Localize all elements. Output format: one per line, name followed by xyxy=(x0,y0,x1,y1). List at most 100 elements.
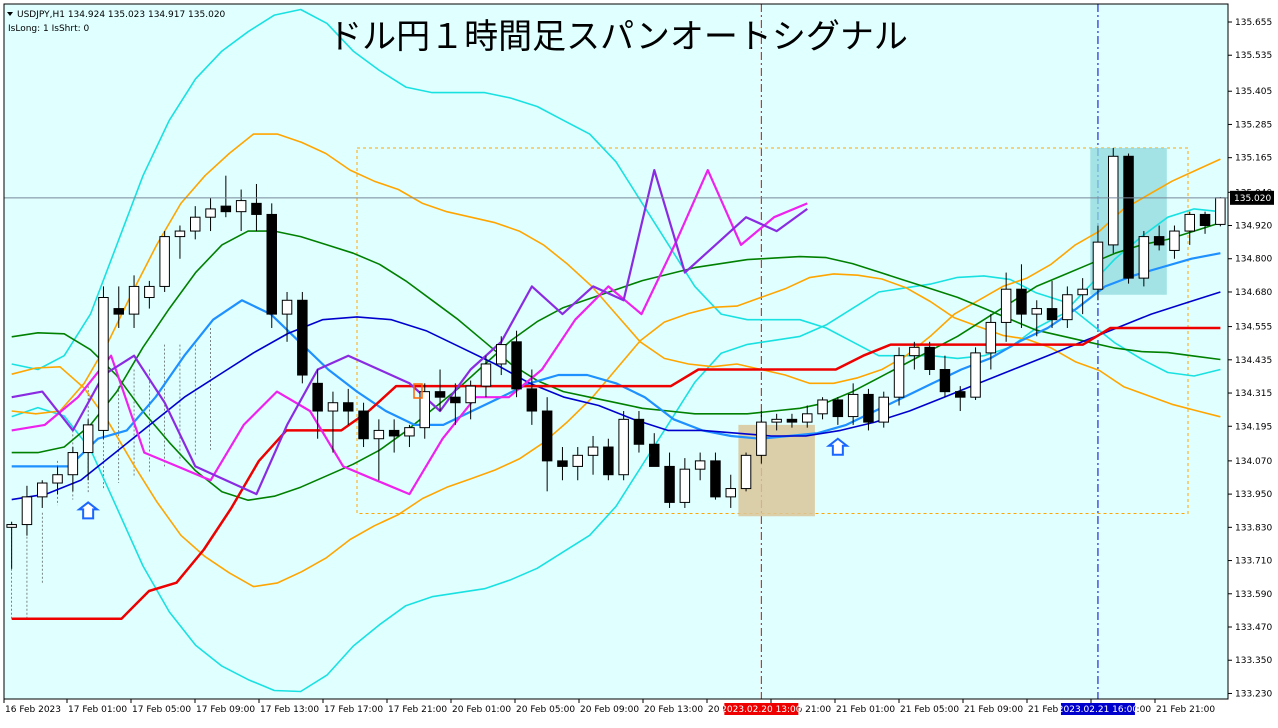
candle[interactable] xyxy=(450,396,461,404)
x-tick-label: 21 Feb 01:00 xyxy=(836,705,895,715)
x-tick-label: 20 Feb 05:00 xyxy=(516,705,575,715)
candle[interactable] xyxy=(1138,236,1150,279)
candle[interactable] xyxy=(939,368,951,393)
candle[interactable] xyxy=(373,429,385,440)
candle[interactable] xyxy=(358,410,369,440)
candle[interactable] xyxy=(159,236,170,287)
candle[interactable] xyxy=(266,213,277,315)
candle[interactable] xyxy=(1153,236,1165,246)
candle[interactable] xyxy=(1000,288,1012,323)
candle[interactable] xyxy=(710,460,721,498)
candle[interactable] xyxy=(1215,197,1226,225)
candle[interactable] xyxy=(970,352,981,398)
candle[interactable] xyxy=(985,321,997,354)
y-tick-label: 133.470 xyxy=(1235,623,1272,633)
candle[interactable] xyxy=(817,399,828,415)
candle[interactable] xyxy=(847,393,859,418)
candle[interactable] xyxy=(740,454,752,490)
candle[interactable] xyxy=(1092,241,1104,290)
candle[interactable] xyxy=(802,413,813,423)
candle[interactable] xyxy=(190,216,201,232)
candle[interactable] xyxy=(251,202,262,215)
candle[interactable] xyxy=(496,344,507,365)
candle[interactable] xyxy=(480,363,492,387)
candle[interactable] xyxy=(694,460,706,470)
time-marker-label: 2023.02.21 16:00 xyxy=(1058,705,1139,715)
candle[interactable] xyxy=(664,465,675,503)
last-price-badge xyxy=(1230,190,1274,205)
candle[interactable] xyxy=(21,496,33,526)
candle[interactable] xyxy=(725,488,736,498)
candle[interactable] xyxy=(281,299,293,315)
buy-arrow-icon xyxy=(76,501,101,520)
candle[interactable] xyxy=(633,418,645,445)
last-price-label: 135.020 xyxy=(1234,194,1271,204)
y-tick-label: 135.535 xyxy=(1235,51,1272,61)
candle[interactable] xyxy=(174,230,186,238)
time-marker-badge xyxy=(724,703,799,715)
candle[interactable] xyxy=(205,208,216,218)
candle[interactable] xyxy=(113,308,124,315)
y-tick-label: 133.710 xyxy=(1235,557,1272,567)
candle[interactable] xyxy=(6,524,17,528)
candle[interactable] xyxy=(618,418,629,476)
candle[interactable] xyxy=(786,418,798,423)
candle[interactable] xyxy=(419,391,430,429)
candle[interactable] xyxy=(511,341,522,390)
candle[interactable] xyxy=(67,452,79,476)
x-tick-label: 20 Feb 09:00 xyxy=(580,705,639,715)
y-tick-label: 133.830 xyxy=(1235,523,1272,533)
candle[interactable] xyxy=(679,468,691,503)
candle[interactable] xyxy=(924,346,935,370)
candle[interactable] xyxy=(1077,288,1088,296)
candle[interactable] xyxy=(955,391,966,398)
y-tick-label: 134.920 xyxy=(1235,222,1272,232)
candle[interactable] xyxy=(327,402,339,412)
candle[interactable] xyxy=(1031,308,1042,315)
candle[interactable] xyxy=(893,355,905,398)
candle[interactable] xyxy=(1123,155,1134,279)
candle[interactable] xyxy=(128,285,140,315)
candle[interactable] xyxy=(404,427,415,437)
candle[interactable] xyxy=(756,421,767,456)
candle[interactable] xyxy=(1108,155,1119,246)
x-tick-label: 17 Feb 13:00 xyxy=(260,705,319,715)
candle[interactable] xyxy=(37,482,48,498)
candle[interactable] xyxy=(52,474,63,484)
candle[interactable] xyxy=(771,418,782,423)
candle[interactable] xyxy=(649,443,660,467)
candle[interactable] xyxy=(909,346,920,357)
candle[interactable] xyxy=(434,391,446,398)
x-tick-label: 17 Feb 21:00 xyxy=(388,705,447,715)
candle[interactable] xyxy=(312,382,323,412)
candle[interactable] xyxy=(465,385,476,404)
candle[interactable] xyxy=(541,410,553,462)
candle[interactable] xyxy=(1199,213,1211,227)
candle[interactable] xyxy=(526,388,538,412)
candle[interactable] xyxy=(1169,230,1180,251)
candle[interactable] xyxy=(878,396,889,423)
candle[interactable] xyxy=(1062,294,1073,321)
candle[interactable] xyxy=(587,446,599,456)
candle[interactable] xyxy=(863,393,874,423)
candle[interactable] xyxy=(603,446,614,476)
candle[interactable] xyxy=(82,424,94,454)
candle[interactable] xyxy=(1016,288,1027,315)
buy-arrow-icon xyxy=(825,437,850,456)
x-tick-label: 20 Feb 13:00 xyxy=(644,705,703,715)
candle[interactable] xyxy=(1046,308,1058,321)
candle[interactable] xyxy=(144,285,155,299)
candle[interactable] xyxy=(832,399,844,418)
candle[interactable] xyxy=(235,200,247,213)
collapse-triangle-icon[interactable] xyxy=(7,12,13,16)
y-tick-label: 135.285 xyxy=(1235,120,1272,130)
candle[interactable] xyxy=(98,297,109,431)
candle[interactable] xyxy=(297,299,308,376)
candle[interactable] xyxy=(557,460,568,467)
candle[interactable] xyxy=(572,454,583,467)
candle[interactable] xyxy=(388,429,400,437)
candle[interactable] xyxy=(1184,213,1195,232)
candle[interactable] xyxy=(343,402,354,412)
candle[interactable] xyxy=(220,205,232,213)
